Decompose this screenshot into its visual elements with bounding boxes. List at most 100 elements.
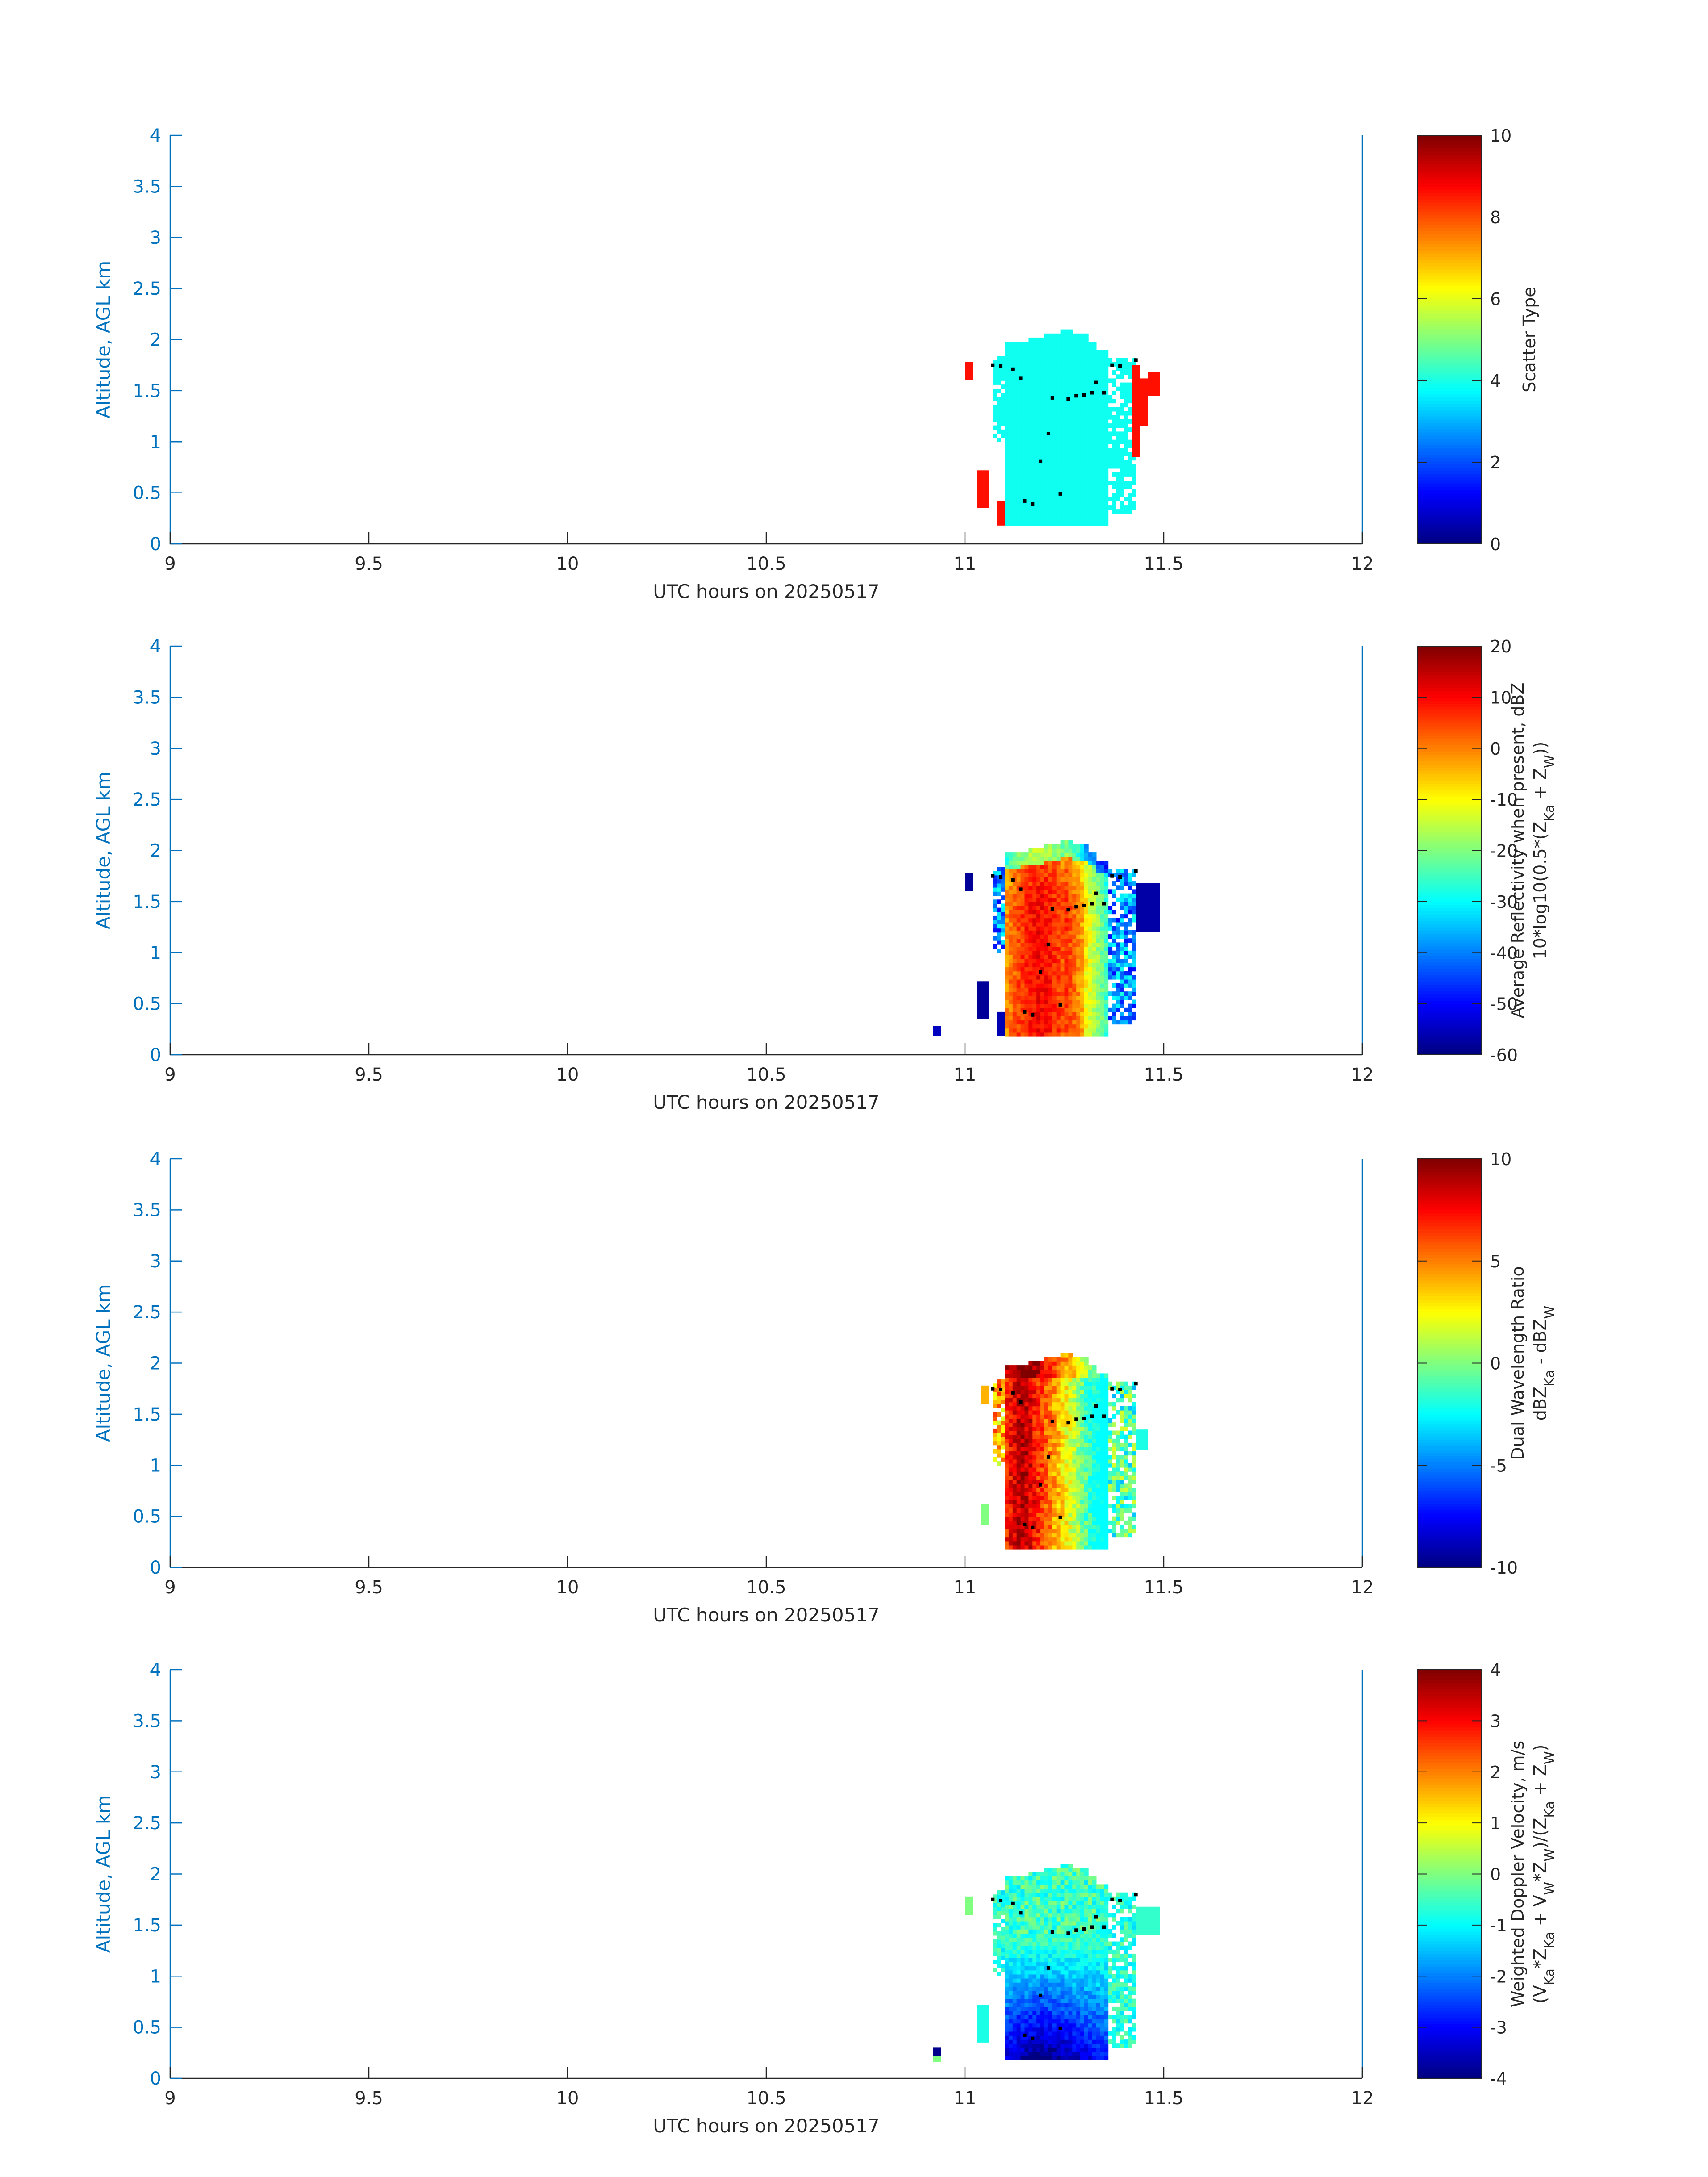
heatmap-cell <box>1056 456 1061 461</box>
heatmap-cell <box>1112 950 1116 955</box>
heatmap-cell <box>1124 954 1128 959</box>
heatmap-cell <box>1052 897 1057 902</box>
heatmap-cell <box>1120 967 1124 972</box>
heatmap-cell <box>1056 407 1061 412</box>
heatmap-cell <box>1080 906 1085 910</box>
heatmap-cell <box>1080 1471 1085 1476</box>
heatmap-cell <box>1092 346 1097 351</box>
heatmap-cell <box>1072 910 1077 915</box>
heatmap-cell <box>1084 893 1089 898</box>
heatmap-cell <box>1084 1500 1089 1504</box>
heatmap-cell <box>1012 1003 1017 1008</box>
colorbar-step <box>1418 706 1481 710</box>
heatmap-cell <box>1068 1381 1073 1386</box>
heatmap-cell <box>1064 1500 1069 1504</box>
heatmap-cell <box>1060 350 1065 355</box>
heatmap-cell <box>1100 918 1105 923</box>
heatmap-cell <box>1120 914 1124 919</box>
heatmap-cell <box>1044 513 1049 518</box>
heatmap-cell <box>1068 918 1073 923</box>
heatmap-cell <box>1048 333 1053 338</box>
heatmap-cell <box>1060 1524 1065 1529</box>
heatmap-cell <box>1112 930 1116 935</box>
colorbar-step <box>1418 1484 1481 1488</box>
heatmap-cell <box>1068 1475 1073 1480</box>
heatmap-cell <box>1008 1508 1013 1513</box>
heatmap-cell <box>1044 1479 1049 1484</box>
heatmap-cell <box>1056 378 1061 383</box>
heatmap-cell <box>1088 1024 1093 1029</box>
heatmap-cell <box>1096 869 1101 873</box>
heatmap-cell <box>1036 938 1041 943</box>
heatmap-cell <box>1100 865 1105 869</box>
heatmap-cell <box>1056 1361 1061 1366</box>
colorbar-step <box>1418 205 1481 209</box>
colorbar-step <box>1418 828 1481 832</box>
heatmap-cell <box>1056 399 1061 404</box>
heatmap-cell <box>1080 1365 1085 1370</box>
heatmap-cell <box>1005 1007 1009 1012</box>
heatmap-cell <box>1036 991 1041 996</box>
heatmap-cell <box>1076 869 1081 873</box>
heatmap-cell <box>1008 423 1013 428</box>
heatmap-cell <box>1128 390 1132 395</box>
heatmap-cell <box>1068 1390 1073 1394</box>
heatmap-cell <box>1080 423 1085 428</box>
heatmap-cell <box>1108 1422 1113 1427</box>
heatmap-cell <box>1084 918 1089 923</box>
heatmap-cell <box>1108 934 1113 939</box>
heatmap-cell <box>1108 378 1113 383</box>
heatmap-cell <box>1096 1516 1101 1521</box>
heatmap-cell <box>1092 1467 1097 1472</box>
heatmap-cell <box>1064 1020 1069 1025</box>
heatmap-cell <box>1088 865 1093 869</box>
heatmap-cell <box>1080 1410 1085 1415</box>
colorbar-tick-label: 10 <box>1490 688 1512 707</box>
heatmap-cell <box>1092 468 1097 473</box>
heatmap-cell <box>1032 1406 1037 1411</box>
heatmap-cell <box>1040 1524 1045 1529</box>
heatmap-cell <box>1068 1430 1073 1435</box>
heatmap-cell <box>1124 460 1128 465</box>
heatmap-cell <box>993 944 997 949</box>
heatmap-cell <box>1036 1533 1041 1538</box>
heatmap-cell <box>1068 1020 1073 1025</box>
heatmap-cell <box>1064 431 1069 436</box>
heatmap-cell <box>1024 1459 1029 1464</box>
heatmap-cell <box>1020 1032 1025 1037</box>
heatmap-cell <box>1092 390 1097 395</box>
heatmap-cell <box>1068 926 1073 931</box>
heatmap-cell <box>1020 1024 1025 1029</box>
x-tick-label: 11.5 <box>1144 1577 1183 1598</box>
heatmap-cell <box>1092 1414 1097 1419</box>
heatmap-cell <box>1005 1011 1009 1016</box>
heatmap-cell <box>1100 889 1105 894</box>
heatmap-cell <box>1020 1007 1025 1012</box>
colorbar-step <box>1418 726 1481 730</box>
heatmap-cell <box>1128 505 1132 510</box>
heatmap-cell <box>1052 914 1057 919</box>
heatmap-cell <box>1028 370 1033 375</box>
heatmap-cell <box>1100 1007 1105 1012</box>
heatmap-cell <box>1072 342 1077 346</box>
heatmap-cell <box>1032 1373 1037 1378</box>
heatmap-cell <box>1088 918 1093 923</box>
colorbar-step <box>1418 1213 1481 1217</box>
colorbar-step <box>1418 1424 1481 1428</box>
heatmap-cell <box>1072 1451 1077 1456</box>
heatmap-cell <box>1128 1020 1132 1025</box>
heatmap-cell <box>1024 1377 1029 1382</box>
heatmap-cell <box>1048 390 1053 395</box>
heatmap-cell <box>1028 1492 1033 1496</box>
heatmap-cell <box>1104 382 1109 387</box>
heatmap-cell <box>1028 354 1033 359</box>
heatmap-cell <box>1080 395 1085 399</box>
colorbar-step <box>1418 1414 1481 1418</box>
heatmap-cell <box>1044 1414 1049 1419</box>
heatmap-cell <box>1005 2031 1009 2036</box>
heatmap-cell <box>1084 419 1089 424</box>
heatmap-cell <box>1108 926 1113 931</box>
heatmap-cell <box>1096 889 1101 894</box>
heatmap-cell <box>1112 963 1116 968</box>
heatmap-cell <box>1052 950 1057 955</box>
